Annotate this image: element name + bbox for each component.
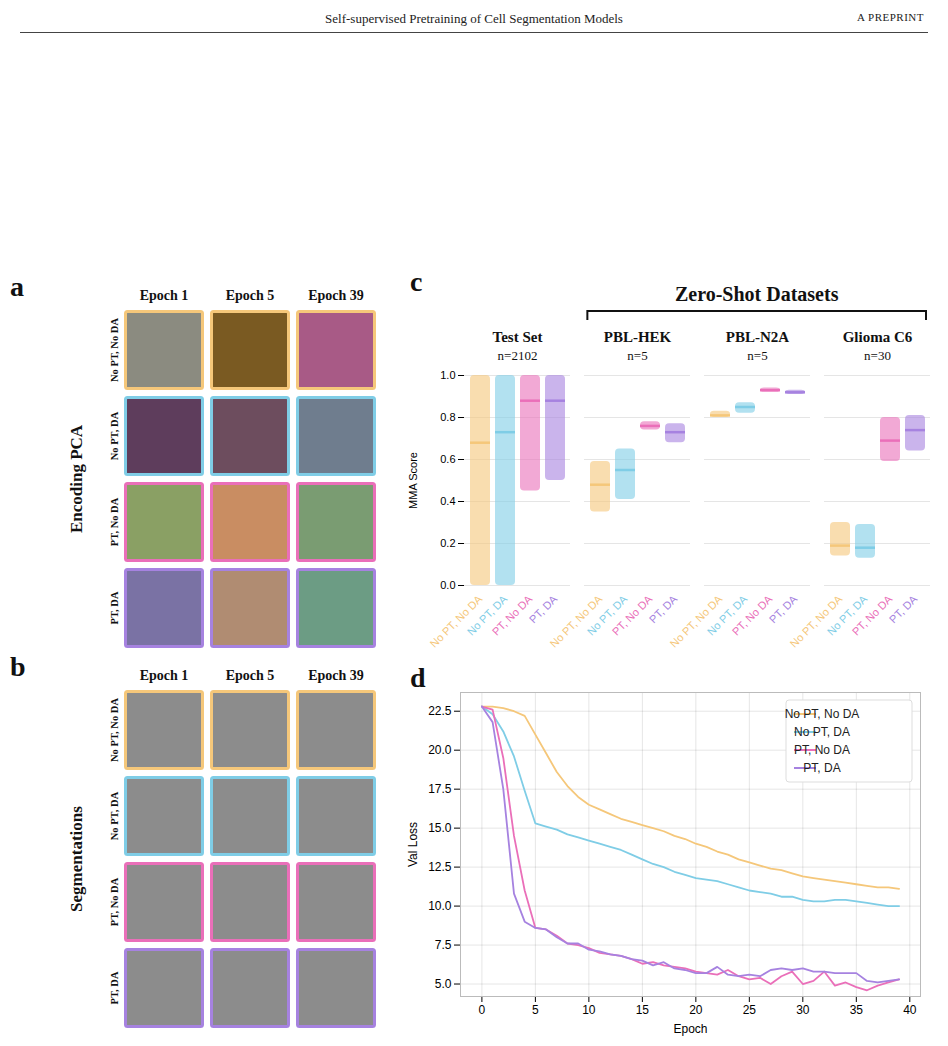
svg-text:0.4: 0.4	[440, 495, 455, 507]
svg-text:0.2: 0.2	[440, 537, 455, 549]
svg-text:40: 40	[903, 1003, 917, 1017]
svg-text:35: 35	[850, 1003, 864, 1017]
svg-text:1.0: 1.0	[440, 369, 455, 381]
svg-text:PT, DA: PT, DA	[527, 592, 560, 625]
svg-text:5: 5	[532, 1003, 539, 1017]
svg-text:Epoch 5: Epoch 5	[226, 288, 275, 303]
svg-text:20.0: 20.0	[428, 743, 452, 757]
svg-text:PT, DA: PT, DA	[109, 591, 120, 624]
svg-text:No PT, DA: No PT, DA	[704, 592, 750, 638]
svg-text:0.0: 0.0	[440, 579, 455, 591]
svg-text:No PT, No DA: No PT, No DA	[547, 592, 605, 650]
svg-text:5.0: 5.0	[435, 977, 452, 991]
svg-text:Epoch 39: Epoch 39	[308, 668, 364, 683]
svg-text:PT, No DA: PT, No DA	[489, 592, 535, 638]
svg-text:MMA Score: MMA Score	[407, 452, 419, 509]
svg-text:No PT, No DA: No PT, No DA	[109, 698, 120, 762]
svg-text:No PT, No DA: No PT, No DA	[785, 707, 860, 721]
svg-text:No PT, No DA: No PT, No DA	[109, 318, 120, 382]
svg-text:PT, DA: PT, DA	[803, 761, 840, 775]
svg-text:b: b	[10, 651, 26, 682]
svg-text:Zero-Shot Datasets: Zero-Shot Datasets	[675, 283, 839, 305]
svg-text:Epoch 5: Epoch 5	[226, 668, 275, 683]
html-text:c: c	[410, 266, 423, 297]
svg-text:PT, No DA: PT, No DA	[609, 592, 655, 638]
svg-text:No PT, DA: No PT, DA	[794, 725, 850, 739]
svg-text:n=30: n=30	[864, 348, 891, 363]
svg-text:15: 15	[636, 1003, 650, 1017]
svg-text:Test Set: Test Set	[493, 329, 543, 345]
svg-text:No PT, DA: No PT, DA	[584, 592, 630, 638]
svg-text:0.6: 0.6	[440, 453, 455, 465]
svg-text:No PT, No DA: No PT, No DA	[667, 592, 725, 650]
svg-text:No PT, No DA: No PT, No DA	[787, 592, 845, 650]
svg-text:a: a	[10, 271, 24, 302]
svg-text:PT, No DA: PT, No DA	[794, 743, 850, 757]
svg-text:Epoch: Epoch	[673, 1022, 707, 1036]
svg-text:Epoch 1: Epoch 1	[140, 288, 189, 303]
svg-text:Segmentations: Segmentations	[67, 806, 86, 912]
svg-text:PT, No DA: PT, No DA	[729, 592, 775, 638]
svg-text:PT, DA: PT, DA	[109, 971, 120, 1004]
svg-text:No PT, DA: No PT, DA	[824, 592, 870, 638]
svg-text:No PT, DA: No PT, DA	[109, 791, 120, 840]
svg-text:PT, No DA: PT, No DA	[849, 592, 895, 638]
svg-text:No PT, DA: No PT, DA	[464, 592, 510, 638]
svg-text:22.5: 22.5	[428, 704, 452, 718]
svg-text:PT, DA: PT, DA	[647, 592, 680, 625]
html-text:Self-supervised Pretraining of: Self-supervised Pretraining of Cell Segm…	[325, 11, 623, 26]
svg-text:PT, No DA: PT, No DA	[109, 497, 120, 546]
svg-text:17.5: 17.5	[428, 782, 452, 796]
svg-text:Encoding PCA: Encoding PCA	[67, 424, 86, 533]
svg-text:15.0: 15.0	[428, 821, 452, 835]
svg-text:n=5: n=5	[747, 348, 767, 363]
svg-text:12.5: 12.5	[428, 860, 452, 874]
svg-text:PT, No DA: PT, No DA	[109, 877, 120, 926]
svg-text:n=2102: n=2102	[498, 348, 538, 363]
svg-text:No PT, No DA: No PT, No DA	[427, 592, 485, 650]
svg-text:30: 30	[796, 1003, 810, 1017]
svg-text:25: 25	[743, 1003, 757, 1017]
svg-text:n=5: n=5	[627, 348, 647, 363]
svg-text:20: 20	[689, 1003, 703, 1017]
svg-text:PBL-HEK: PBL-HEK	[604, 329, 672, 345]
svg-text:Epoch 1: Epoch 1	[140, 668, 189, 683]
svg-text:PBL-N2A: PBL-N2A	[726, 329, 790, 345]
svg-text:0: 0	[479, 1003, 486, 1017]
html-text:d: d	[410, 662, 426, 693]
svg-text:PT, DA: PT, DA	[887, 592, 920, 625]
svg-text:7.5: 7.5	[435, 938, 452, 952]
html-text:A PREPRINT: A PREPRINT	[857, 11, 924, 23]
svg-text:Val Loss: Val Loss	[406, 822, 420, 867]
svg-text:PT, DA: PT, DA	[767, 592, 800, 625]
svg-text:Epoch 39: Epoch 39	[308, 288, 364, 303]
svg-text:No PT, DA: No PT, DA	[109, 411, 120, 460]
svg-text:Glioma C6: Glioma C6	[843, 329, 913, 345]
svg-text:10.0: 10.0	[428, 899, 452, 913]
svg-text:10: 10	[582, 1003, 596, 1017]
svg-text:0.8: 0.8	[440, 411, 455, 423]
